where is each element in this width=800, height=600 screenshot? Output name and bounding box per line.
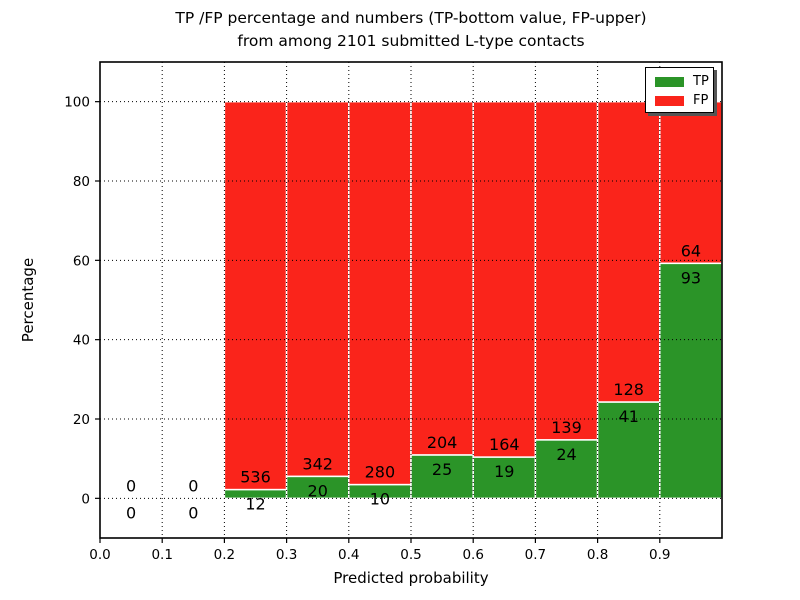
fp-count-label-bin9: 64: [681, 241, 701, 260]
x-tick-label-0.4: 0.4: [338, 547, 359, 563]
x-tick-label-0.7: 0.7: [525, 547, 546, 563]
bar-fp-bin8: [596, 100, 661, 403]
fp-count-label-bin1: 0: [188, 476, 198, 495]
legend-label-tp: TP: [693, 74, 709, 89]
bar-tp-bin6: [472, 456, 537, 500]
x-tick-label-0.8: 0.8: [587, 547, 608, 563]
tp-count-label-bin8: 41: [619, 407, 639, 426]
tp-count-label-bin5: 25: [432, 460, 452, 479]
tp-count-label-bin1: 0: [188, 503, 198, 522]
chart-title-line1: TP /FP percentage and numbers (TP-bottom…: [175, 9, 647, 27]
fp-count-label-bin7: 139: [551, 418, 582, 437]
y-tick-label-0: 0: [81, 491, 90, 507]
legend-entry-tp: TP: [655, 74, 713, 89]
x-tick-label-0.5: 0.5: [400, 547, 421, 563]
fp-count-label-bin5: 204: [427, 433, 458, 452]
bar-tp-bin7: [534, 439, 599, 500]
chart-title: TP /FP percentage and numbers (TP-bottom…: [100, 7, 722, 53]
x-tick-label-0.0: 0.0: [89, 547, 110, 563]
bar-fp-bin6: [472, 100, 537, 458]
tp-count-label-bin4: 10: [370, 490, 390, 509]
y-tick-label-40: 40: [73, 333, 90, 349]
x-tick-label-0.1: 0.1: [151, 547, 172, 563]
chart-title-line2: from among 2101 submitted L-type contact…: [237, 32, 585, 50]
tp-count-label-bin6: 19: [494, 462, 514, 481]
bar-tp-bin9: [659, 262, 723, 500]
tp-count-label-bin9: 93: [681, 268, 701, 287]
y-tick-label-60: 60: [73, 253, 90, 269]
y-tick-label-80: 80: [73, 174, 90, 190]
x-tick-label-0.2: 0.2: [214, 547, 235, 563]
tp-count-label-bin2: 12: [245, 495, 265, 514]
y-tick-label-20: 20: [73, 412, 90, 428]
tp-color-swatch: [655, 76, 684, 87]
bar-tp-bin5: [410, 454, 474, 500]
x-tick-label-0.9: 0.9: [649, 547, 670, 563]
x-axis-label: Predicted probability: [333, 569, 489, 587]
bar-fp-bin7: [534, 100, 599, 441]
fp-count-label-bin0: 0: [126, 476, 136, 495]
bar-fp-bin2: [223, 100, 288, 491]
bar-fp-bin4: [348, 100, 412, 486]
tp-count-label-bin7: 24: [556, 445, 576, 464]
fp-count-label-bin4: 280: [365, 463, 396, 482]
fp-count-label-bin6: 164: [489, 435, 520, 454]
legend-entry-fp: FP: [655, 93, 713, 108]
legend: TP FP: [645, 67, 714, 113]
x-tick-label-0.3: 0.3: [276, 547, 297, 563]
tp-count-label-bin0: 0: [126, 503, 136, 522]
legend-label-fp: FP: [693, 93, 709, 108]
bar-fp-bin5: [410, 100, 474, 456]
fp-count-label-bin2: 536: [240, 468, 271, 487]
tp-count-label-bin3: 20: [308, 481, 328, 500]
fp-count-label-bin8: 128: [613, 380, 644, 399]
fp-count-label-bin3: 342: [302, 454, 333, 473]
fp-color-swatch: [655, 95, 684, 106]
y-tick-label-100: 100: [64, 95, 90, 111]
bar-fp-bin3: [285, 100, 350, 478]
x-tick-label-0.6: 0.6: [462, 547, 483, 563]
bar-fp-bin9: [659, 100, 723, 265]
